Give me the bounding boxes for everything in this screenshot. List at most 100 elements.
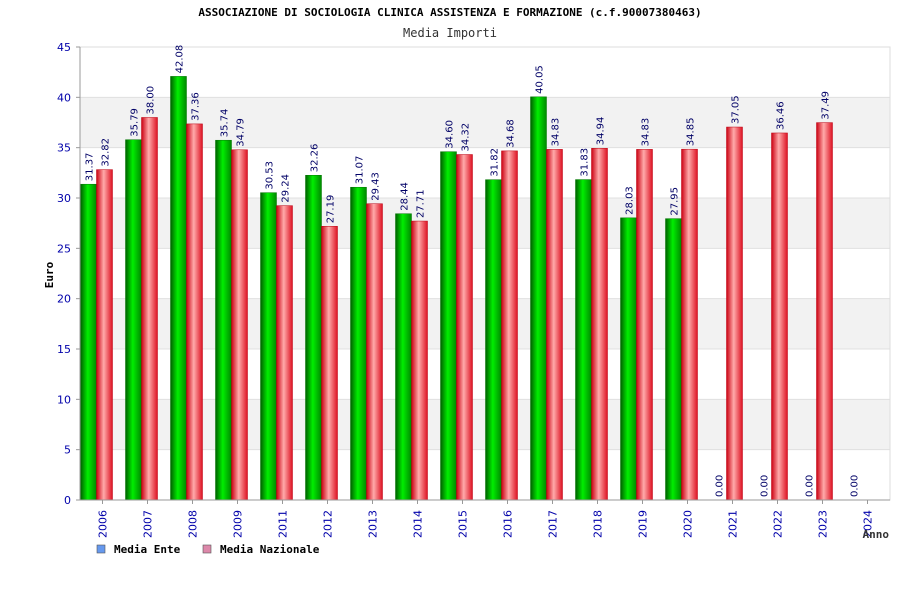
x-tick-label: 2019 [637,510,650,538]
bar-media-nazionale [546,149,563,501]
bar-media-nazionale [411,220,428,501]
bar-media-ente [665,218,682,501]
grid-band [80,198,890,249]
data-label-media-ente: 31.07 [355,156,366,185]
bar-media-ente [170,76,187,501]
data-label-media-ente: 40.05 [535,65,546,94]
data-label-media-nazionale: 38.00 [146,86,157,115]
bar-media-ente [620,217,637,501]
data-label-media-nazionale: 32.82 [101,138,112,167]
chart-title: ASSOCIAZIONE DI SOCIOLOGIA CLINICA ASSIS… [198,6,701,19]
bar-media-nazionale [636,149,653,501]
data-label-media-nazionale: 29.24 [281,174,292,203]
data-label-media-ente: 30.53 [265,161,276,190]
bar-media-nazionale [501,150,518,501]
legend: Media Ente Media Nazionale [96,543,320,556]
bar-media-ente [350,186,367,501]
grid-bands [80,97,890,450]
bar-media-ente [440,151,457,501]
data-label-media-nazionale: 34.85 [686,118,697,147]
data-label-media-nazionale: 34.94 [596,117,607,146]
bar-media-nazionale [96,169,113,501]
data-label-media-nazionale: 27.19 [326,195,337,224]
data-label-media-nazionale: 37.05 [731,95,742,124]
bar-media-ente [305,174,322,501]
bar-media-ente [530,96,547,501]
bar-media-nazionale [681,148,698,501]
bar-media-nazionale [366,203,383,501]
x-tick-label: 2014 [412,510,425,538]
x-tick-label: 2024 [862,510,875,538]
y-axis-label: Euro [43,261,56,288]
data-label-media-nazionale: 37.49 [821,91,832,120]
data-label-media-ente: 42.08 [175,45,186,74]
y-tick-label: 25 [57,242,71,255]
x-tick-label: 2022 [772,510,785,538]
x-tick-label: 2008 [187,510,200,538]
y-tick-label: 15 [57,343,71,356]
data-labels: 31.37 32.82 35.79 38.00 42.08 37.36 35.74 34.79… [85,45,861,497]
data-label-media-ente: 32.26 [310,144,321,173]
bar-media-nazionale [276,205,293,501]
legend-swatch-ente [96,544,106,554]
y-tick-label: 45 [57,41,71,54]
bar-media-nazionale [321,226,338,501]
bar-media-nazionale [456,154,473,501]
data-label-media-ente: 31.37 [85,153,96,182]
legend-label-nazionale: Media Nazionale [220,543,320,556]
bar-media-ente [485,179,502,501]
data-label-media-ente: 28.44 [400,182,411,211]
y-tick-label: 0 [64,494,71,507]
y-tick-label: 40 [57,91,71,104]
data-label-media-ente: 35.79 [130,108,141,137]
grid-band [80,97,890,148]
data-label-media-nazionale: 34.83 [641,118,652,147]
data-label-media-ente: 28.03 [625,186,636,215]
data-label-media-ente: 27.95 [670,187,681,216]
data-label-media-ente: 0.00 [805,475,816,497]
bar-media-ente [575,179,592,501]
data-label-media-ente: 35.74 [220,109,231,138]
y-ticks: 0 5 10 15 20 25 30 35 40 45 [57,41,80,507]
data-label-media-nazionale: 34.32 [461,123,472,152]
data-label-media-nazionale: 34.68 [506,119,517,148]
x-tick-label: 2017 [547,510,560,538]
x-tick-label: 2013 [367,510,380,538]
x-tick-label: 2007 [142,510,155,538]
data-label-media-nazionale: 29.43 [371,172,382,201]
bar-media-nazionale [816,122,833,501]
bar-media-nazionale [141,117,158,501]
x-tick-label: 2016 [502,510,515,538]
data-label-media-ente: 0.00 [850,475,861,497]
x-tick-label: 2020 [682,510,695,538]
grid-band [80,298,890,349]
y-tick-label: 5 [64,444,71,457]
data-label-media-nazionale: 37.36 [191,92,202,121]
bar-media-ente [260,192,277,501]
bar-media-ente [395,213,412,501]
x-tick-label: 2011 [277,510,290,538]
y-tick-label: 20 [57,293,71,306]
legend-swatch-nazionale [202,544,212,554]
y-tick-label: 10 [57,393,71,406]
y-tick-label: 30 [57,192,71,205]
bar-media-ente [125,139,142,501]
data-label-media-ente: 34.60 [445,120,456,149]
bar-media-nazionale [726,126,743,501]
x-tick-label: 2006 [97,510,110,538]
x-tick-label: 2012 [322,510,335,538]
bar-media-ente [80,183,97,501]
bar-media-nazionale [771,132,788,501]
bars [80,76,833,501]
bar-media-nazionale [186,123,203,501]
grid-band [80,399,890,450]
bar-media-nazionale [591,148,608,501]
data-label-media-nazionale: 36.46 [776,101,787,130]
x-tick-label: 2021 [727,510,740,538]
data-label-media-ente: 31.82 [490,148,501,177]
x-ticks: 2006 2007 2008 2009 2011 2012 2013 2014 2015 2016… [97,500,875,538]
x-tick-label: 2023 [817,510,830,538]
data-label-media-nazionale: 27.71 [416,189,427,218]
data-label-media-nazionale: 34.79 [236,118,247,147]
